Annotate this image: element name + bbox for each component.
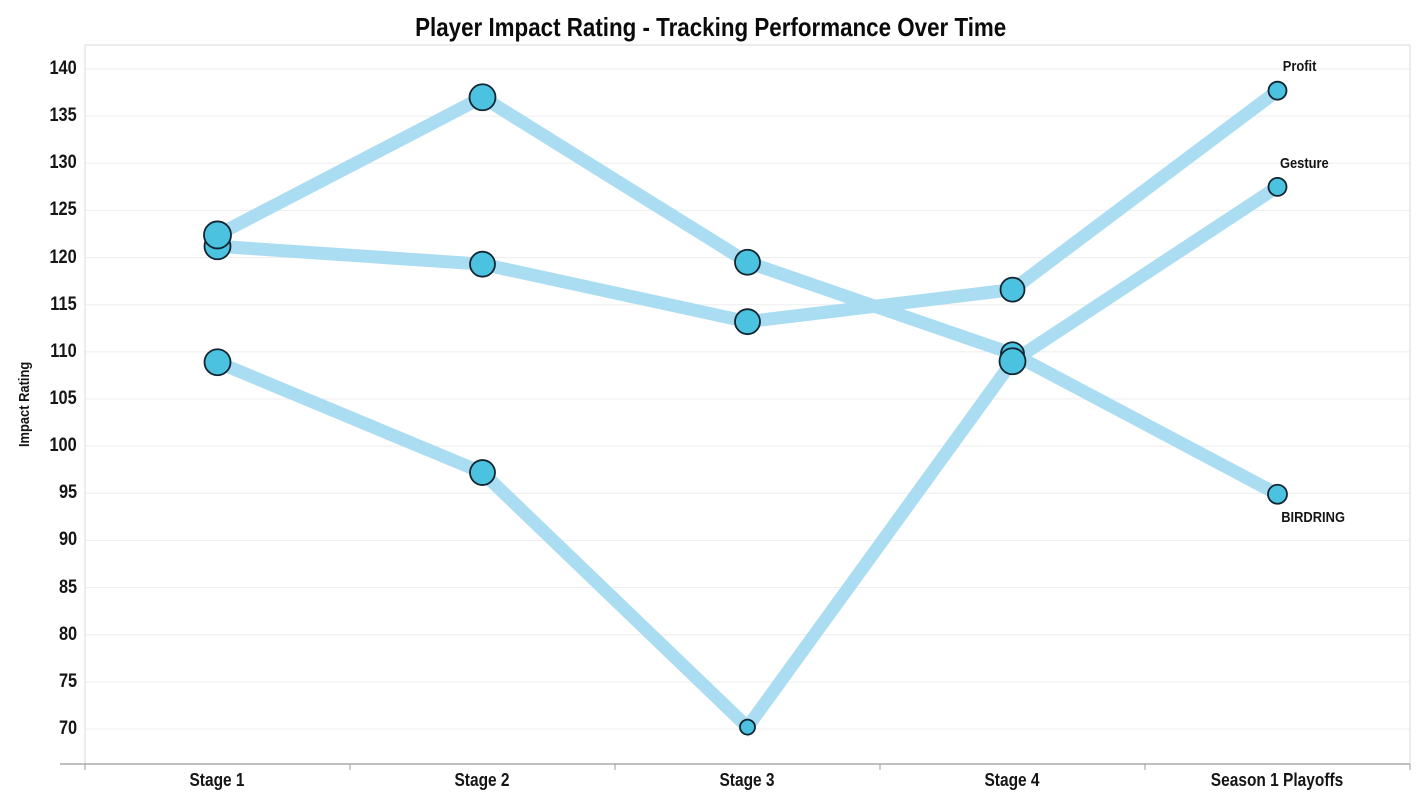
y-tick-label-125: 125 bbox=[23, 200, 77, 220]
x-category-label-2: Stage 2 bbox=[373, 770, 593, 790]
marker-gesture-5 bbox=[1267, 176, 1288, 197]
marker-birdring-2 bbox=[468, 83, 497, 112]
y-tick-label-70: 70 bbox=[23, 719, 77, 739]
y-tick-label-95-text: 95 bbox=[58, 482, 77, 504]
y-tick-label-140: 140 bbox=[23, 59, 77, 79]
y-tick-label-135-text: 135 bbox=[49, 105, 77, 127]
y-tick-label-105-text: 105 bbox=[49, 388, 77, 409]
chart-title: Player Impact Rating - Tracking Performa… bbox=[0, 12, 1422, 43]
y-tick-label-135: 135 bbox=[23, 106, 77, 126]
y-tick-label-85-text: 85 bbox=[58, 576, 77, 598]
marker-gesture-4 bbox=[998, 347, 1027, 376]
marker-profit-3 bbox=[734, 308, 761, 336]
marker-birdring-5 bbox=[1267, 483, 1288, 505]
y-tick-label-80: 80 bbox=[23, 623, 77, 645]
y-tick-label-115-text: 115 bbox=[50, 293, 77, 315]
y-tick-label-70-text: 70 bbox=[58, 718, 77, 739]
y-tick-label-125-text: 125 bbox=[49, 199, 77, 221]
x-category-label-4-text: Stage 4 bbox=[984, 770, 1041, 790]
marker-gesture-1 bbox=[203, 348, 232, 377]
y-tick-label-90: 90 bbox=[23, 530, 77, 550]
y-tick-label-85: 85 bbox=[23, 576, 77, 598]
series-annotation-birdring-text: BIRDRING bbox=[1281, 509, 1345, 526]
y-tick-label-75: 75 bbox=[23, 670, 77, 692]
x-category-label-5: Season 1 Playoffs bbox=[1168, 770, 1388, 790]
x-category-label-3: Stage 3 bbox=[638, 770, 858, 790]
marker-gesture-3 bbox=[739, 718, 756, 736]
x-category-label-4: Stage 4 bbox=[903, 770, 1123, 790]
y-tick-label-130-text: 130 bbox=[49, 152, 77, 174]
y-tick-label-100: 100 bbox=[23, 436, 77, 456]
series-annotation-profit: Profit bbox=[1220, 57, 1380, 77]
y-tick-label-110-text: 110 bbox=[50, 340, 77, 362]
y-tick-label-110: 110 bbox=[23, 340, 77, 362]
series-annotation-profit-text: Profit bbox=[1283, 58, 1317, 75]
y-tick-label-120: 120 bbox=[23, 246, 77, 268]
marker-gesture-2 bbox=[469, 459, 496, 486]
x-category-label-5-text: Season 1 Playoffs bbox=[1211, 770, 1344, 790]
y-tick-label-140-text: 140 bbox=[49, 58, 77, 79]
marker-profit-4 bbox=[999, 276, 1026, 303]
series-annotation-birdring: BIRDRING bbox=[1233, 508, 1393, 528]
marker-birdring-3 bbox=[734, 248, 761, 276]
x-category-label-1: Stage 1 bbox=[108, 770, 328, 790]
y-tick-label-115: 115 bbox=[23, 293, 77, 315]
marker-profit-5 bbox=[1267, 80, 1288, 101]
chart-title-text: Player Impact Rating - Tracking Performa… bbox=[415, 12, 1007, 42]
x-category-label-3-text: Stage 3 bbox=[719, 770, 776, 790]
marker-profit-2 bbox=[469, 250, 496, 278]
y-tick-label-80-text: 80 bbox=[58, 623, 77, 645]
x-category-label-1-text: Stage 1 bbox=[189, 770, 246, 790]
y-tick-label-105: 105 bbox=[23, 389, 77, 409]
y-tick-label-100-text: 100 bbox=[49, 435, 77, 457]
marker-birdring-1 bbox=[203, 220, 232, 250]
series-annotation-gesture: Gesture bbox=[1224, 154, 1384, 174]
y-tick-label-130: 130 bbox=[23, 153, 77, 173]
y-tick-label-90-text: 90 bbox=[58, 529, 77, 551]
y-tick-label-75-text: 75 bbox=[58, 670, 77, 692]
x-category-label-2-text: Stage 2 bbox=[454, 770, 511, 790]
y-tick-label-95: 95 bbox=[23, 483, 77, 503]
y-tick-label-120-text: 120 bbox=[49, 246, 77, 268]
series-annotation-gesture-text: Gesture bbox=[1279, 155, 1329, 172]
